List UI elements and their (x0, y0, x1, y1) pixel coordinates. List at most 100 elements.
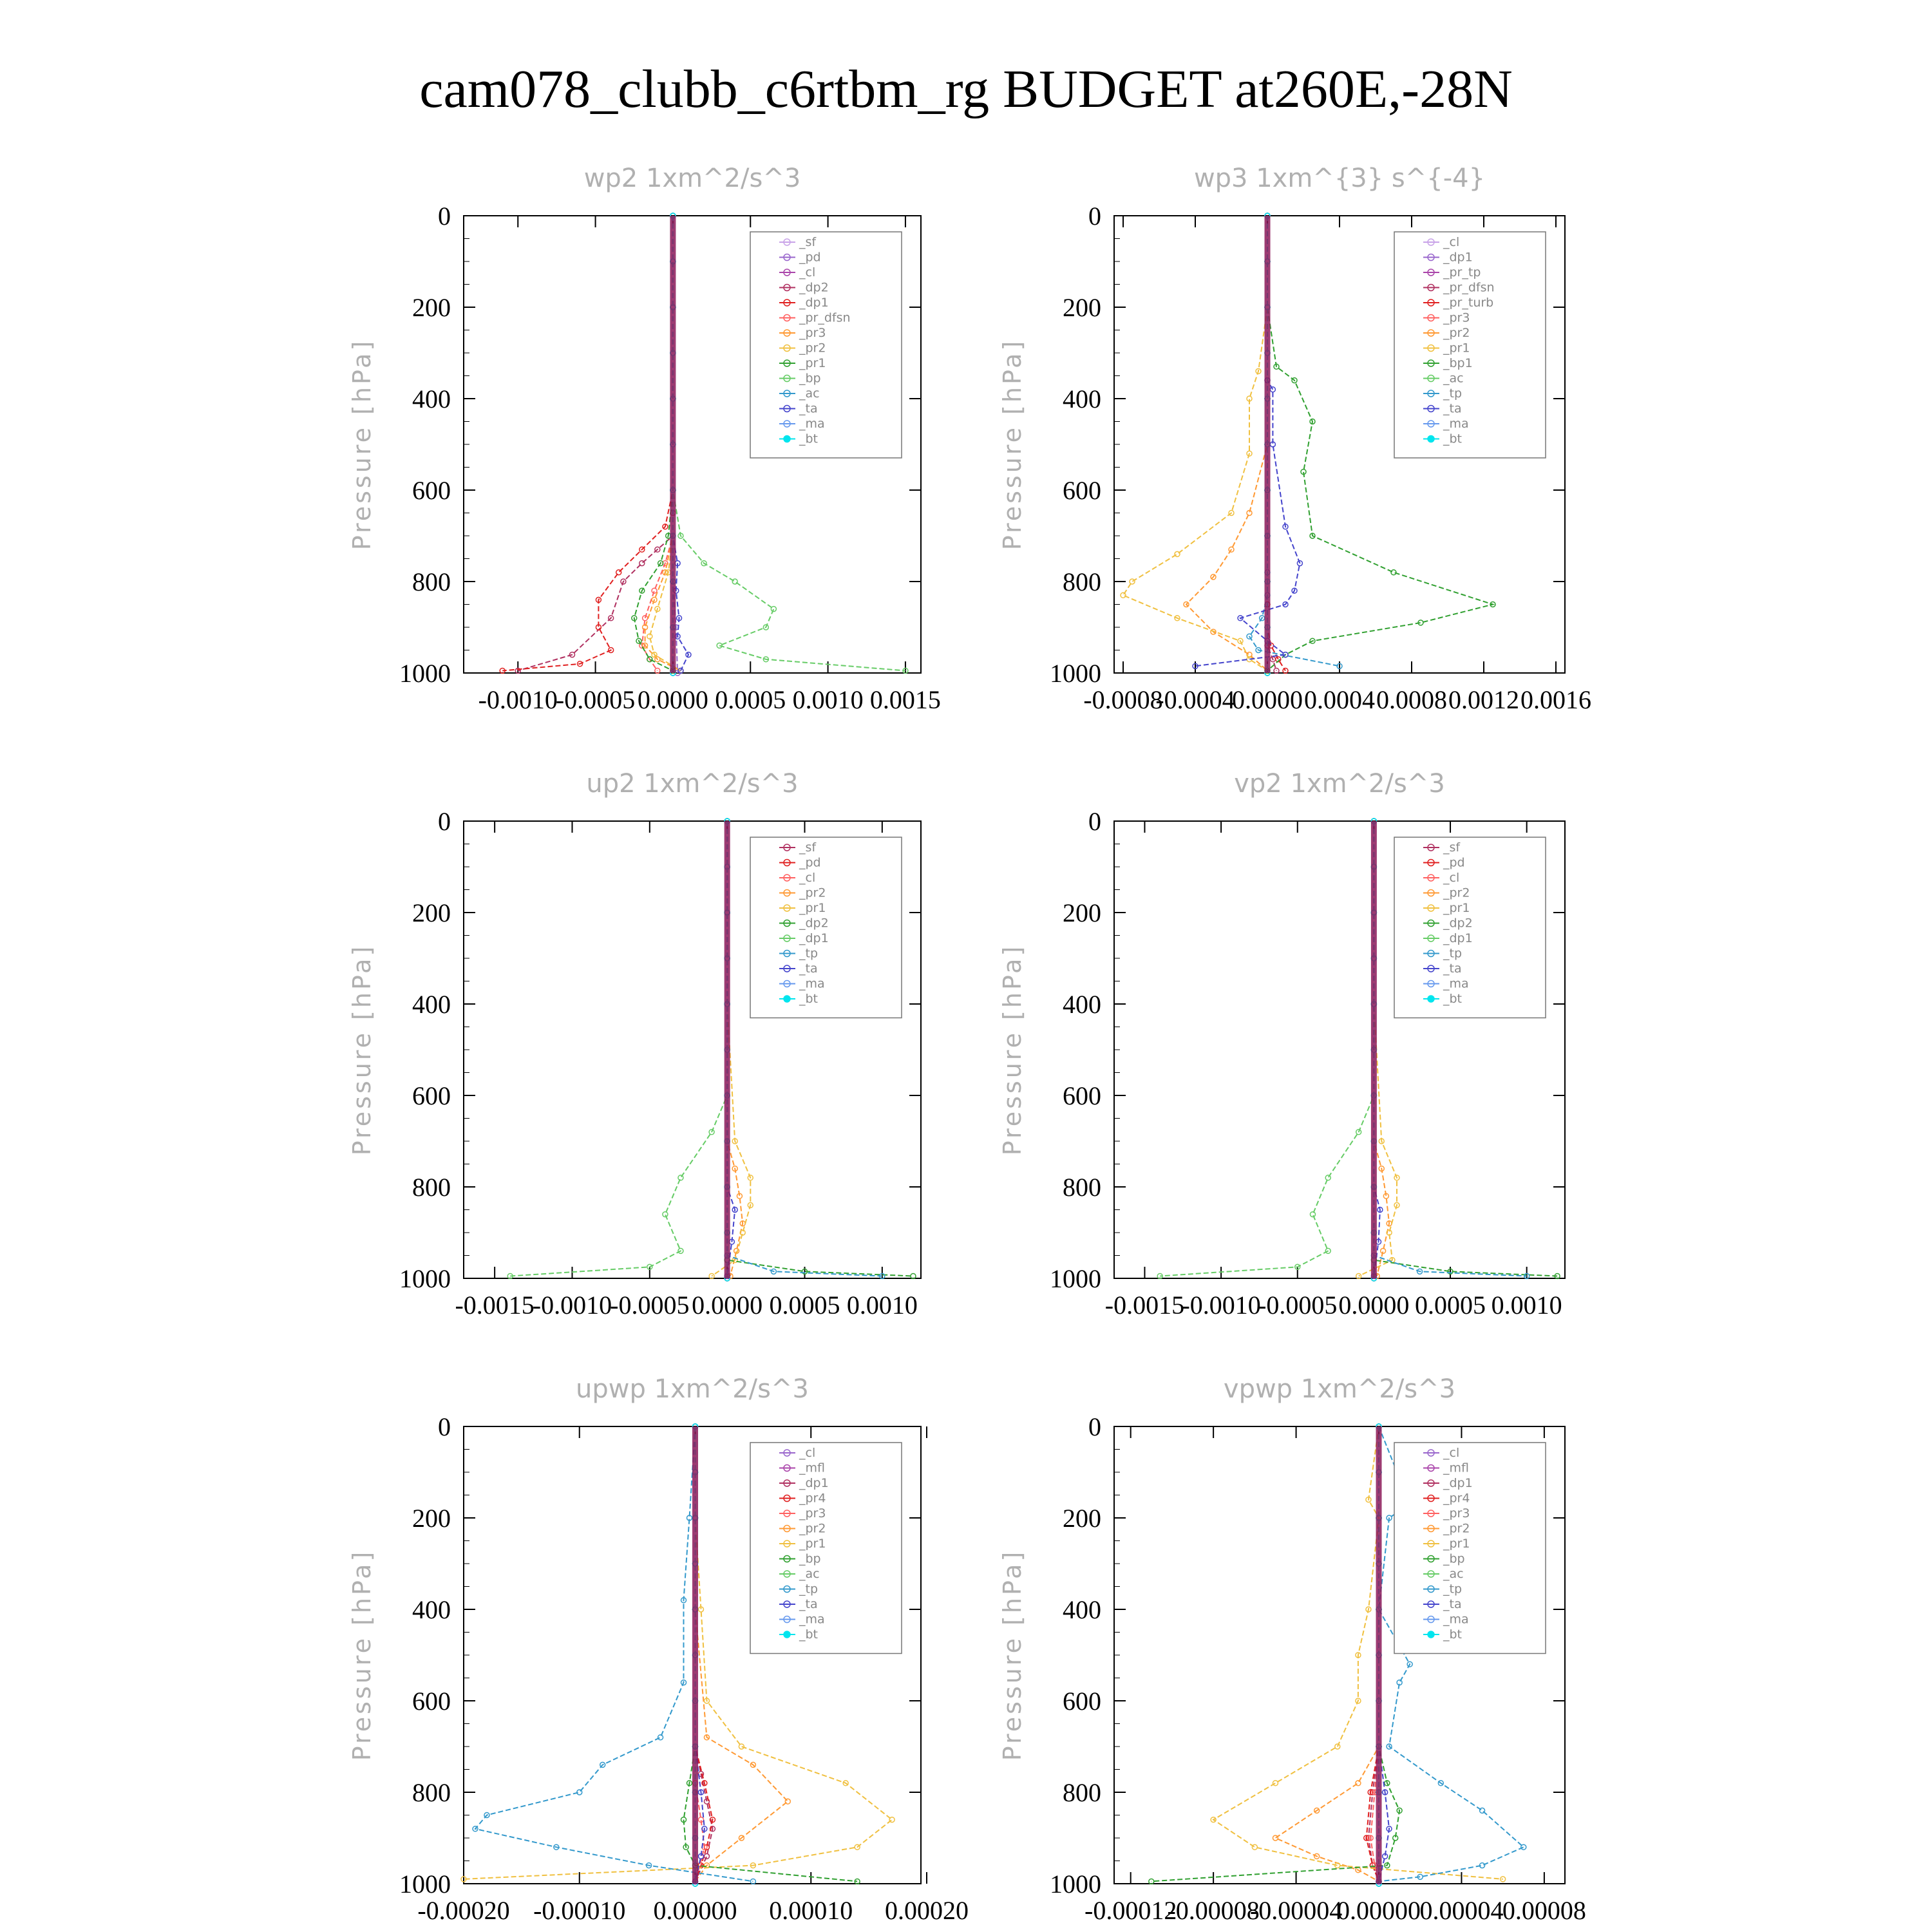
data-point (708, 1273, 715, 1280)
data-point (657, 560, 664, 567)
data-point (1381, 1789, 1388, 1795)
data-point (651, 651, 658, 658)
legend-entry: _cl (799, 1446, 815, 1460)
data-point (750, 1862, 757, 1869)
legend-marker (783, 253, 791, 261)
legend-marker (1427, 253, 1435, 261)
y-tick-label: 600 (1063, 476, 1101, 505)
y-tick-label: 1000 (399, 659, 451, 688)
data-point (1309, 638, 1316, 645)
data-point (1383, 1193, 1390, 1199)
data-point (599, 1761, 606, 1768)
legend-marker (783, 995, 791, 1003)
data-point (639, 560, 645, 567)
data-point (1246, 509, 1253, 516)
legend-marker (783, 844, 791, 851)
data-point (460, 1876, 467, 1882)
y-axis-label: Pressure [hPa] (348, 1549, 376, 1761)
series-line-bp (1151, 1426, 1401, 1882)
data-point (770, 605, 777, 612)
data-point (1228, 509, 1235, 516)
data-point (1447, 1268, 1454, 1275)
legend-entry: _bt (799, 432, 818, 446)
legend-marker (783, 919, 791, 927)
data-point (1294, 1264, 1301, 1270)
data-point (1378, 1138, 1385, 1144)
legend-entry: _pr3 (799, 326, 826, 340)
data-point (1499, 1876, 1506, 1882)
legend-entry: _pr1 (799, 356, 826, 370)
data-point (1282, 667, 1289, 674)
data-point (1396, 1679, 1403, 1686)
x-tick-label: 0.00000 (1337, 1896, 1421, 1925)
legend-entry: _pd (799, 856, 821, 870)
legend-marker (783, 299, 791, 307)
legend-marker (783, 269, 791, 276)
legend-marker (783, 329, 791, 337)
data-point (1378, 1165, 1385, 1172)
data-point (472, 1826, 478, 1832)
y-axis-label: Pressure [hPa] (998, 339, 1027, 551)
x-tick-label: 0.0005 (715, 685, 786, 714)
data-point (636, 638, 642, 645)
legend-entry: _tp (799, 947, 818, 961)
data-point (1336, 663, 1343, 670)
legend-box (750, 1442, 902, 1654)
data-point (1272, 1835, 1279, 1841)
legend-marker (1427, 858, 1435, 867)
series-line-pr2 (694, 1426, 789, 1882)
y-axis-label: Pressure [hPa] (348, 944, 376, 1156)
legend-marker (1427, 1540, 1435, 1548)
figure-title: cam078_clubb_c6rtbm_rg BUDGET at260E,-28… (419, 59, 1513, 119)
series-line-pr2 (1274, 1426, 1379, 1882)
data-point (1392, 1835, 1399, 1841)
legend-entry: _ma (1443, 977, 1469, 991)
legend-entry: _tp (1443, 947, 1462, 961)
legend-box (1394, 231, 1546, 459)
data-point (620, 578, 627, 585)
y-tick-label: 600 (412, 1687, 451, 1716)
legend-entry: _cl (1443, 1446, 1459, 1460)
data-point (1479, 1862, 1486, 1869)
series-line-pr1 (1212, 1426, 1503, 1880)
legend-marker (783, 1464, 791, 1472)
data-point (732, 578, 738, 585)
data-point (738, 1835, 745, 1841)
data-point (1390, 569, 1397, 576)
legend-entry: _bp1 (1443, 356, 1473, 370)
legend-entry: _pd (799, 251, 821, 265)
legend-entry: _dp1 (799, 931, 829, 945)
data-point (647, 633, 653, 639)
data-point (1386, 1826, 1392, 1832)
legend-marker (783, 1555, 791, 1563)
data-point (703, 1798, 710, 1804)
data-point (1255, 647, 1262, 654)
data-point (1381, 1853, 1388, 1860)
data-point (703, 1734, 710, 1741)
data-point (697, 1606, 705, 1613)
legend-entry: _sf (1443, 840, 1461, 855)
legend-marker (783, 435, 791, 443)
data-point (1365, 1496, 1372, 1503)
data-point (680, 1597, 687, 1604)
series-line-dp1 (510, 821, 728, 1277)
x-tick-label: 0.00020 (885, 1896, 969, 1925)
y-tick-label: 800 (1063, 1778, 1101, 1807)
x-tick-label: 0.0010 (1492, 1291, 1562, 1320)
series-line-pr2 (649, 216, 681, 672)
data-point (1291, 587, 1298, 594)
legend-marker (783, 1585, 791, 1593)
x-tick-label: -0.0005 (1258, 1291, 1337, 1320)
data-point (762, 656, 770, 663)
series-line-tp (1378, 1426, 1525, 1882)
x-tick-label: -0.0005 (556, 685, 635, 714)
y-axis-label: Pressure [hPa] (998, 1549, 1027, 1761)
y-tick-label: 400 (1063, 990, 1101, 1019)
legend-marker (1427, 344, 1435, 352)
data-point (677, 1175, 684, 1181)
legend-entry: _mfl (799, 1461, 825, 1475)
legend-marker (783, 1615, 791, 1624)
legend-entry: _dp2 (1443, 916, 1473, 931)
legend-entry: _pr1 (1443, 901, 1470, 915)
y-tick-label: 200 (412, 898, 451, 927)
